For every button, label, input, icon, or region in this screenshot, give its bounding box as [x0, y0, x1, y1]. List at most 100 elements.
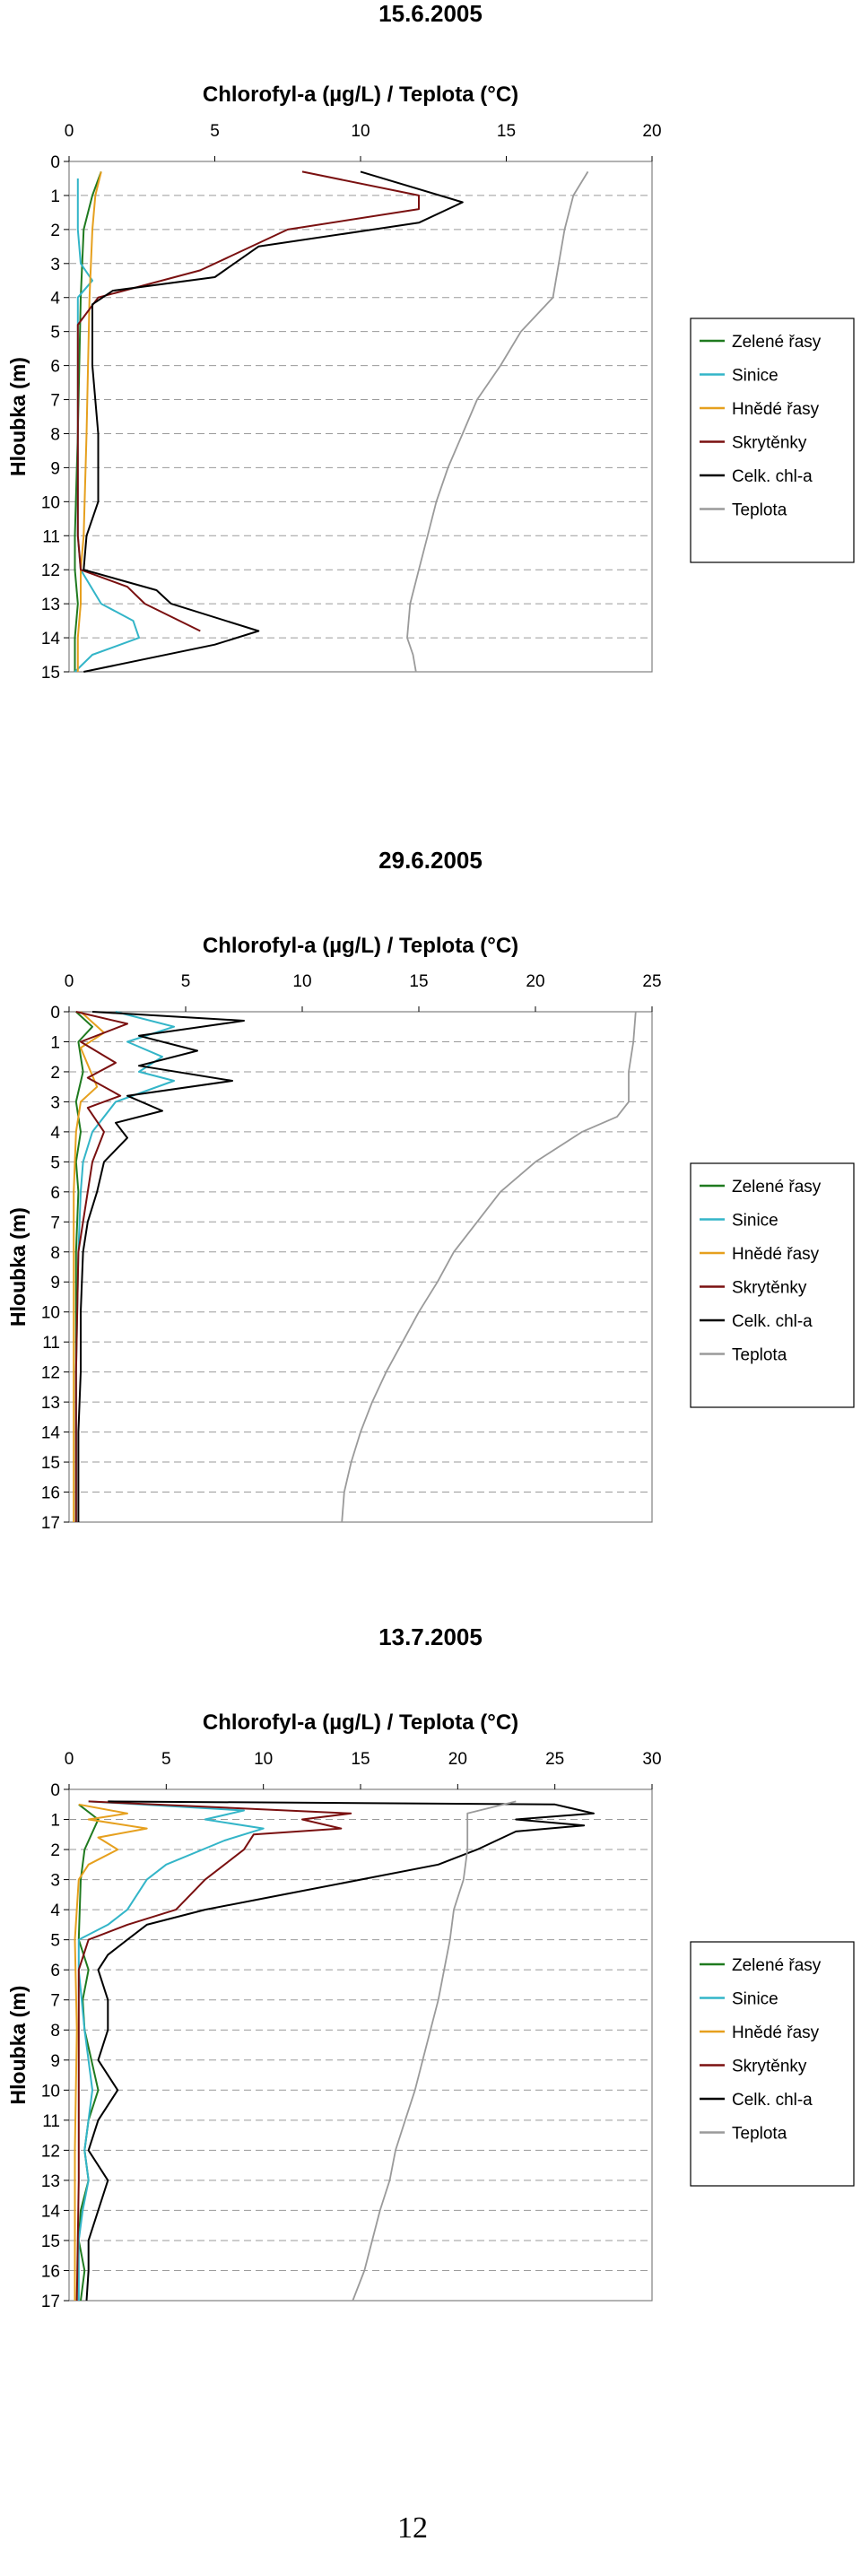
x-tick-label: 25: [545, 1750, 564, 1769]
series-line-1: [74, 171, 102, 672]
x-tick-label: 20: [526, 972, 544, 991]
y-tick-label: 1: [50, 1033, 60, 1052]
legend-box: [690, 1941, 855, 2187]
legend-label: Hnědé řasy: [732, 2023, 820, 2042]
chart-title: 29.6.2005: [378, 847, 483, 874]
y-tick-label: 2: [50, 1841, 60, 1860]
y-tick-label: 9: [50, 1274, 60, 1292]
x-axis-label: Chlorofyl-a (µg/L) / Teplota (°C): [203, 934, 518, 958]
legend-label: Celk. chl-a: [732, 467, 813, 486]
y-tick-label: 13: [41, 596, 60, 614]
x-tick-label: 5: [181, 972, 191, 991]
series-line-3: [76, 171, 102, 672]
y-tick-label: 3: [50, 1872, 60, 1891]
y-tick-label: 10: [41, 1304, 60, 1323]
series-line-6: [352, 1800, 517, 2302]
y-tick-label: 11: [42, 2112, 60, 2131]
plot-area: [68, 161, 653, 673]
y-tick-label: 10: [41, 493, 60, 512]
x-tick-label: 30: [642, 1750, 661, 1769]
legend-label: Teplota: [732, 1346, 787, 1365]
series-line-3: [74, 1803, 148, 2301]
x-tick-label: 15: [409, 972, 428, 991]
series-line-3: [73, 1011, 105, 1522]
legend-box: [690, 318, 855, 563]
y-tick-label: 14: [41, 1424, 61, 1443]
y-tick-label: 4: [50, 1124, 60, 1143]
y-tick-label: 12: [41, 2142, 60, 2161]
series-line-1: [77, 1804, 100, 2302]
y-tick-label: 0: [50, 1781, 60, 1800]
x-tick-label: 0: [65, 972, 74, 991]
legend-label: Hnědé řasy: [732, 400, 820, 419]
y-tick-label: 6: [50, 358, 60, 377]
y-tick-label: 15: [41, 1454, 60, 1473]
y-tick-label: 7: [50, 392, 60, 411]
y-tick-label: 10: [41, 2082, 60, 2101]
x-tick-label: 0: [65, 1750, 74, 1769]
y-tick-label: 8: [50, 2022, 60, 2041]
x-axis-label: Chlorofyl-a (µg/L) / Teplota (°C): [203, 1710, 518, 1735]
chart-title: 13.7.2005: [378, 1623, 483, 1650]
legend-label: Sinice: [732, 367, 778, 386]
x-tick-label: 10: [254, 1750, 273, 1769]
y-tick-label: 14: [41, 2202, 61, 2221]
series-line-5: [77, 1011, 245, 1522]
y-tick-label: 16: [41, 2262, 60, 2281]
x-tick-label: 20: [642, 122, 661, 141]
x-tick-label: 15: [497, 122, 516, 141]
series-line-4: [76, 170, 420, 632]
y-tick-label: 7: [50, 1992, 60, 2011]
series-line-6: [341, 1011, 637, 1523]
series-line-2: [77, 1800, 265, 2301]
legend-label: Zelené řasy: [732, 1956, 822, 1975]
legend-label: Hnědé řasy: [732, 1245, 820, 1264]
y-tick-label: 6: [50, 1184, 60, 1203]
y-tick-label: 4: [50, 1902, 60, 1920]
y-tick-label: 5: [50, 1153, 60, 1172]
legend-label: Zelené řasy: [732, 1178, 822, 1197]
legend-label: Skrytěnky: [732, 2058, 807, 2076]
chart-title: 15.6.2005: [378, 0, 483, 27]
y-tick-label: 9: [50, 459, 60, 478]
y-tick-label: 13: [41, 1394, 60, 1413]
x-tick-label: 0: [65, 122, 74, 141]
legend-box: [690, 1162, 855, 1408]
series-line-4: [75, 1800, 352, 2302]
y-tick-label: 3: [50, 1093, 60, 1112]
y-tick-label: 12: [41, 561, 60, 580]
series-line-6: [406, 170, 589, 673]
y-tick-label: 5: [50, 1932, 60, 1951]
series-line-5: [85, 1800, 595, 2302]
y-tick-label: 13: [41, 2172, 60, 2191]
legend-label: Teplota: [732, 501, 787, 520]
x-tick-label: 15: [351, 1750, 370, 1769]
legend-label: Celk. chl-a: [732, 1312, 813, 1331]
legend-label: Zelené řasy: [732, 333, 822, 352]
y-tick-label: 11: [42, 527, 60, 546]
y-tick-label: 6: [50, 1962, 60, 1980]
y-tick-label: 15: [41, 664, 60, 683]
x-axis-label: Chlorofyl-a (µg/L) / Teplota (°C): [203, 83, 518, 107]
y-tick-label: 12: [41, 1364, 60, 1383]
x-tick-label: 25: [642, 972, 661, 991]
legend-label: Celk. chl-a: [732, 2091, 813, 2110]
legend-label: Sinice: [732, 1990, 778, 2009]
y-tick-label: 0: [50, 153, 60, 172]
y-tick-label: 2: [50, 1064, 60, 1083]
y-tick-label: 8: [50, 425, 60, 444]
y-tick-label: 1: [50, 187, 60, 206]
y-tick-label: 2: [50, 222, 60, 240]
x-tick-label: 10: [351, 122, 370, 141]
y-tick-label: 16: [41, 1484, 60, 1503]
y-tick-label: 0: [50, 1004, 60, 1023]
series-line-5: [83, 170, 464, 673]
x-tick-label: 5: [161, 1750, 171, 1769]
y-tick-label: 5: [50, 324, 60, 343]
y-tick-label: 3: [50, 256, 60, 274]
y-tick-label: 14: [41, 630, 61, 648]
y-tick-label: 11: [42, 1334, 60, 1353]
